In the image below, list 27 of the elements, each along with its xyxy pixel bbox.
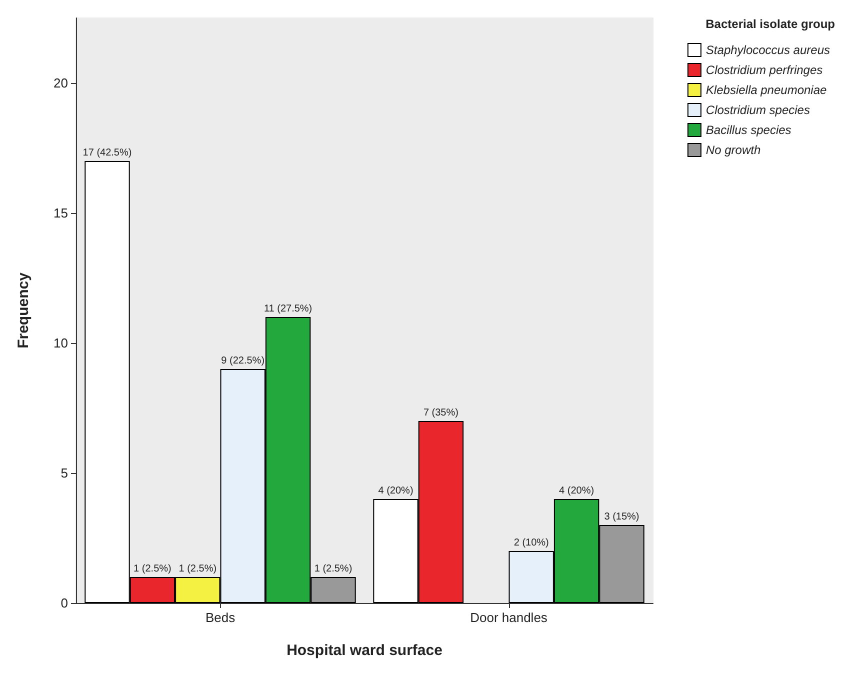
data-label: 17 (42.5%) (82, 148, 132, 158)
data-label: 4 (20%) (378, 486, 414, 496)
x-axis-title: Hospital ward surface (286, 642, 442, 659)
legend-title: Bacterial isolate group (706, 17, 836, 31)
data-label: 2 (10%) (514, 538, 549, 548)
x-tick-label: Door handles (470, 610, 548, 625)
y-tick-label: 10 (54, 336, 68, 350)
data-label: 4 (20%) (559, 486, 594, 496)
legend-label: Clostridium perfringes (706, 63, 823, 77)
data-label: 11 (27.5%) (264, 304, 312, 314)
legend-label: Klebsiella pneumoniae (706, 83, 828, 97)
y-tick-label: 0 (60, 596, 68, 610)
legend-label: Staphylococcus aureus (706, 43, 830, 57)
y-tick-label: 20 (54, 76, 68, 90)
legend-label: Bacillus species (706, 123, 792, 137)
data-label: 1 (2.5%) (134, 564, 172, 574)
y-tick-label: 5 (60, 466, 68, 480)
data-label: 1 (2.5%) (314, 564, 352, 574)
y-axis-title: Frequency (15, 272, 32, 348)
x-tick-label: Beds (205, 610, 236, 625)
data-label: 3 (15%) (604, 512, 640, 522)
data-label: 7 (35%) (423, 408, 458, 418)
data-label: 1 (2.5%) (178, 564, 217, 574)
y-tick-label: 15 (54, 206, 68, 220)
data-label: 9 (22.5%) (221, 356, 265, 366)
legend-label: No growth (706, 143, 761, 157)
legend-label: Clostridium species (706, 103, 810, 117)
